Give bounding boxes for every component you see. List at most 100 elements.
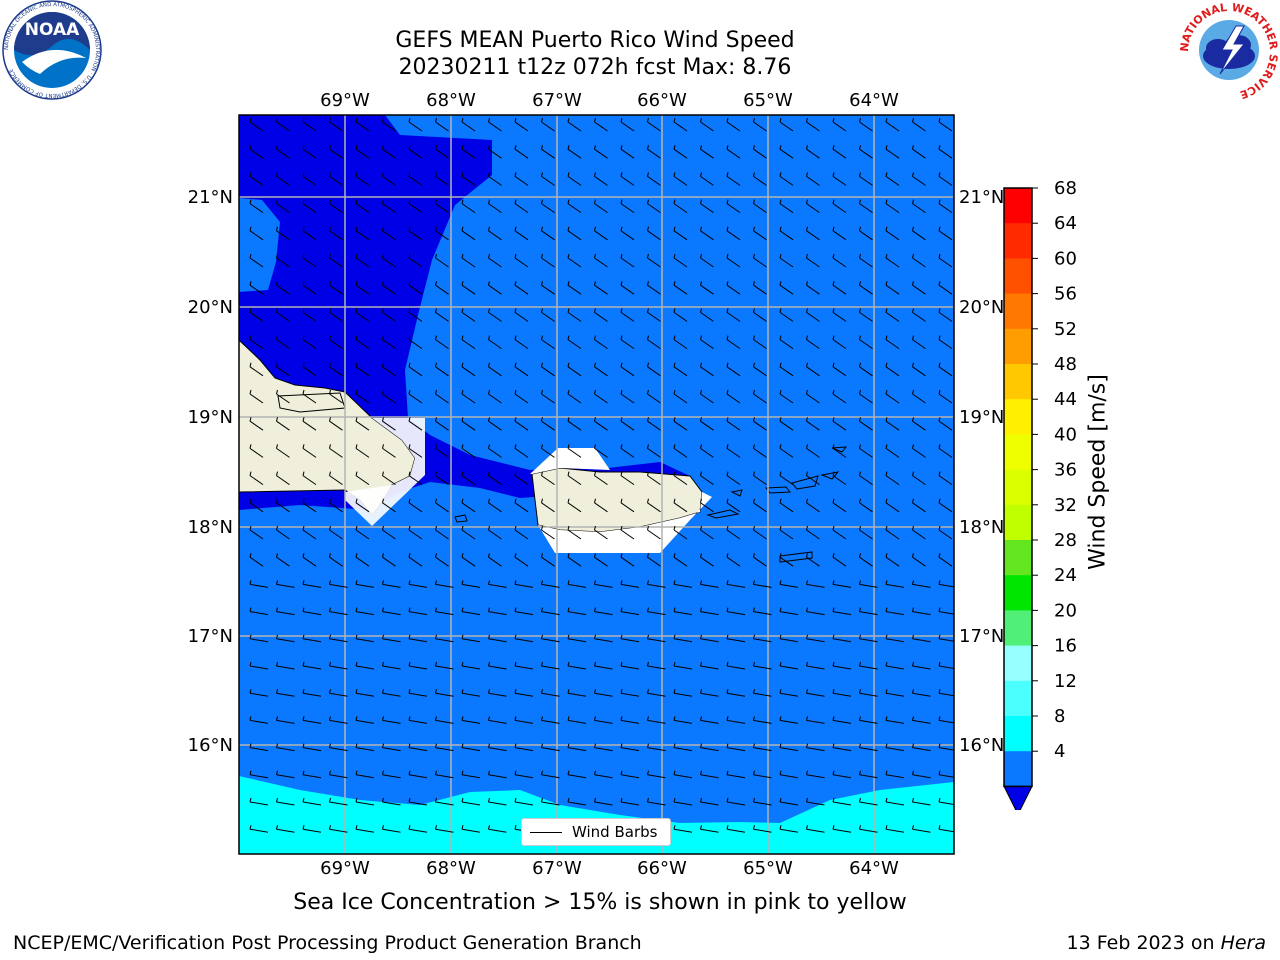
wind-barb xyxy=(912,257,926,268)
wind-barb-flag xyxy=(885,199,888,204)
wind-barb xyxy=(276,121,290,132)
wind-barb xyxy=(382,583,401,588)
wind-barb-flag xyxy=(700,634,702,639)
footer-machine: Hera xyxy=(1220,932,1266,954)
wind-barb-flag xyxy=(832,308,835,313)
wind-barb xyxy=(753,583,772,588)
wind-barb xyxy=(249,257,264,268)
wind-barb xyxy=(276,148,290,159)
wind-barb xyxy=(302,665,322,670)
wind-barb-flag xyxy=(567,444,570,449)
wind-barb xyxy=(726,529,741,540)
wind-barb xyxy=(382,475,396,486)
sea-ice-caption: Sea Ice Concentration > 15% is shown in … xyxy=(293,890,907,915)
wind-barb-flag xyxy=(541,145,543,150)
wind-barb xyxy=(302,801,322,806)
wind-barb-flag xyxy=(435,770,437,775)
wind-barb-flag xyxy=(276,580,278,585)
wind-barb-flag xyxy=(514,172,517,177)
wind-barb xyxy=(726,203,741,214)
wind-barb xyxy=(700,257,714,268)
wind-barb-flag xyxy=(647,743,649,748)
wind-barb xyxy=(938,203,953,214)
wind-barb-flag xyxy=(382,281,384,286)
wind-barb xyxy=(249,828,269,833)
wind-barb-flag xyxy=(673,770,676,775)
wind-barb-flag xyxy=(700,716,702,721)
wind-barb xyxy=(355,121,370,132)
wind-barb-flag xyxy=(912,825,914,830)
wind-barb xyxy=(249,284,264,295)
colorbar-bin xyxy=(1004,469,1032,506)
wind-barb-flag xyxy=(435,335,437,340)
wind-barb xyxy=(938,828,954,833)
wind-barb xyxy=(249,665,269,670)
wind-barb xyxy=(620,611,640,616)
wind-barb-flag xyxy=(435,797,437,803)
wind-barb xyxy=(726,692,746,697)
wind-barb-flag xyxy=(647,661,649,667)
wind-barb xyxy=(938,366,953,377)
wind-barb-flag xyxy=(620,661,623,667)
wind-barb-flag xyxy=(832,825,835,830)
wind-barb xyxy=(620,502,635,513)
wind-barb-flag xyxy=(647,362,649,367)
wind-barb-flag xyxy=(620,634,623,639)
wind-barb-flag xyxy=(302,689,305,694)
wind-barb-flag xyxy=(912,335,914,340)
wind-barb-flag xyxy=(435,525,437,531)
wind-barb-flag xyxy=(408,716,411,721)
wind-barb-flag xyxy=(355,417,358,422)
wind-barb xyxy=(806,828,825,833)
wind-barb xyxy=(514,719,534,724)
wind-barb-flag xyxy=(461,471,464,476)
wind-barb-flag xyxy=(488,689,490,694)
wind-barb-flag xyxy=(779,716,782,721)
wind-barb xyxy=(461,175,476,186)
wind-barb xyxy=(382,121,396,132)
lat-label-left: 19°N xyxy=(188,407,233,428)
wind-barb xyxy=(594,583,613,588)
wind-barb-flag xyxy=(435,634,437,639)
wind-barb xyxy=(355,665,375,670)
wind-barb-flag xyxy=(885,743,888,748)
wind-barb xyxy=(594,638,613,643)
wind-barb-flag xyxy=(806,362,808,367)
wind-barb xyxy=(408,366,423,377)
wind-barb-flag xyxy=(276,661,278,667)
wind-barb xyxy=(355,747,375,752)
wind-barb-flag xyxy=(329,553,331,558)
wind-barb-flag xyxy=(938,743,941,748)
wind-barb-flag xyxy=(885,661,888,667)
wind-barb xyxy=(885,175,900,186)
wind-barb xyxy=(488,447,502,458)
wind-barb-flag xyxy=(938,661,941,667)
wind-barb xyxy=(435,230,449,241)
wind-barb-flag xyxy=(329,770,331,775)
wind-barb xyxy=(859,175,873,186)
wind-barb xyxy=(514,284,529,295)
wind-barb-flag xyxy=(408,553,411,558)
wind-barb-flag xyxy=(594,362,596,367)
wind-barb-flag xyxy=(355,825,358,830)
wind-barb xyxy=(541,611,560,616)
wind-barb xyxy=(832,311,847,322)
wind-barb-flag xyxy=(620,444,623,449)
wind-barb-flag xyxy=(673,716,676,721)
wind-barb-flag xyxy=(647,471,649,476)
wind-barb xyxy=(779,148,794,159)
wind-barb xyxy=(329,556,343,567)
wind-barb-flag xyxy=(912,281,914,286)
wind-barb xyxy=(355,774,375,779)
wind-barb xyxy=(912,121,926,132)
wind-barb xyxy=(673,420,688,431)
graticule xyxy=(239,115,954,854)
wind-barb-flag xyxy=(249,471,252,476)
wind-barb-flag xyxy=(806,580,808,585)
wind-barb xyxy=(912,339,926,350)
wind-barb xyxy=(700,665,719,670)
wind-barb-flag xyxy=(885,580,888,585)
wind-barb-flag xyxy=(355,253,358,259)
wind-barb-flag xyxy=(488,716,490,721)
wind-barb xyxy=(541,203,555,214)
